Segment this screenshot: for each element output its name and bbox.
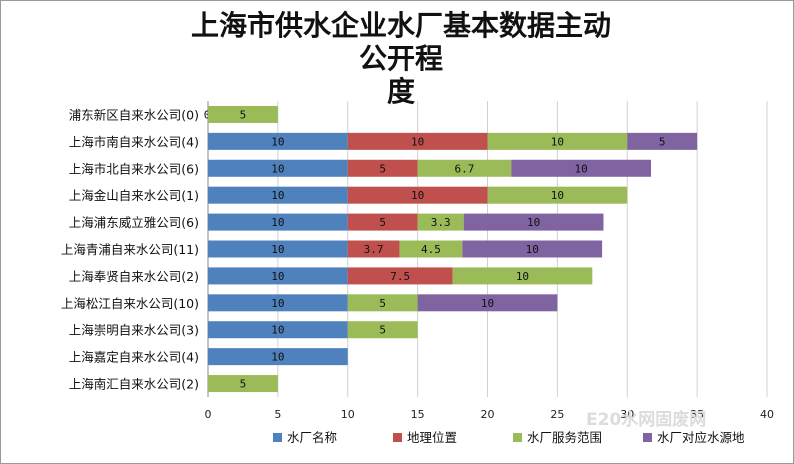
data-label: 10 bbox=[271, 189, 284, 202]
bar-segment bbox=[208, 294, 348, 312]
data-label: 10 bbox=[271, 135, 284, 148]
data-label: 5 bbox=[379, 297, 386, 310]
watermark-text: E20水网固废网 bbox=[586, 410, 707, 430]
bar-segment bbox=[347, 159, 418, 177]
category-label: 上海浦东威立雅公司(6) bbox=[69, 215, 199, 230]
x-tick-label: 10 bbox=[341, 408, 355, 421]
bar-segment bbox=[347, 294, 418, 312]
bar-segment bbox=[417, 213, 464, 231]
data-label: 5 bbox=[240, 378, 247, 391]
bar-segment bbox=[208, 105, 278, 123]
chart-title: 上海市供水企业水厂基本数据主动公开程 度 bbox=[181, 9, 621, 108]
data-label: 10 bbox=[411, 135, 424, 148]
legend-label: 地理位置 bbox=[407, 430, 457, 445]
data-label: 10 bbox=[271, 270, 284, 283]
data-label: 5 bbox=[379, 324, 386, 337]
category-label: 上海南汇自来水公司(2) bbox=[69, 377, 199, 392]
data-label: 10 bbox=[575, 162, 588, 175]
legend-swatch bbox=[513, 433, 522, 442]
bar-segment bbox=[399, 240, 463, 258]
bar-segment bbox=[452, 267, 593, 285]
data-label: 5 bbox=[659, 135, 666, 148]
bar-segment bbox=[417, 159, 512, 177]
legend-swatch bbox=[393, 433, 402, 442]
bar-segment bbox=[208, 240, 348, 258]
x-tick-label: 25 bbox=[550, 408, 564, 421]
x-tick-label: 5 bbox=[274, 408, 281, 421]
category-label: 浦东新区自来水公司(0) bbox=[69, 107, 199, 122]
legend-label: 水厂名称 bbox=[287, 430, 337, 445]
bar-segment bbox=[463, 213, 604, 231]
x-tick-label: 40 bbox=[760, 408, 774, 421]
x-tick-label: 35 bbox=[690, 408, 704, 421]
data-label: 10 bbox=[551, 189, 564, 202]
bar-segment bbox=[347, 213, 418, 231]
category-label: 上海嘉定自来水公司(4) bbox=[69, 350, 199, 365]
data-label: 10 bbox=[271, 162, 284, 175]
bar-segment bbox=[347, 321, 418, 339]
bar-segment bbox=[627, 132, 698, 150]
data-label: 10 bbox=[527, 216, 540, 229]
x-tick-label: 0 bbox=[205, 408, 212, 421]
bar-segment bbox=[511, 159, 652, 177]
legend-label: 水厂对应水源地 bbox=[657, 430, 745, 445]
bar-segment bbox=[487, 186, 628, 204]
data-label: 5 bbox=[379, 216, 386, 229]
bar-segment bbox=[417, 294, 558, 312]
x-tick-label: 30 bbox=[620, 408, 634, 421]
data-label: 10 bbox=[271, 351, 284, 364]
bar-segment bbox=[208, 348, 348, 366]
category-label: 上海奉贤自来水公司(2) bbox=[69, 269, 199, 284]
data-label: 6.7 bbox=[455, 162, 475, 175]
category-label: 上海市北自来水公司(6) bbox=[69, 161, 199, 176]
data-label: 10 bbox=[271, 216, 284, 229]
data-label: 10 bbox=[271, 243, 284, 256]
category-label: 上海松江自来水公司(10) bbox=[61, 296, 199, 311]
data-label: 10 bbox=[481, 297, 494, 310]
category-label: 上海金山自来水公司(1) bbox=[69, 188, 199, 203]
data-label: 4.5 bbox=[421, 243, 441, 256]
bar-segment bbox=[347, 240, 400, 258]
bar-segment bbox=[208, 186, 348, 204]
bar-segment bbox=[347, 186, 488, 204]
x-tick-label: 15 bbox=[411, 408, 425, 421]
bar-segment bbox=[208, 375, 278, 393]
data-label: 5 bbox=[379, 162, 386, 175]
legend-swatch bbox=[643, 433, 652, 442]
data-label: 10 bbox=[526, 243, 539, 256]
bar-segment bbox=[208, 159, 348, 177]
data-label: 5 bbox=[240, 108, 247, 121]
data-label: 7.5 bbox=[390, 270, 410, 283]
bar-segment bbox=[487, 132, 628, 150]
category-label: 上海青浦自来水公司(11) bbox=[61, 242, 199, 257]
chart-title-line-2: 度 bbox=[386, 75, 415, 108]
data-label: 10 bbox=[271, 297, 284, 310]
bar-segment bbox=[208, 132, 348, 150]
data-label: 10 bbox=[551, 135, 564, 148]
category-label: 上海崇明自来水公司(3) bbox=[69, 323, 199, 338]
bar-segment bbox=[347, 267, 453, 285]
bar-segment bbox=[462, 240, 603, 258]
data-label: 10 bbox=[411, 189, 424, 202]
bar-segment bbox=[208, 213, 348, 231]
data-label: 3.3 bbox=[431, 216, 451, 229]
data-label: 10 bbox=[516, 270, 529, 283]
chart-title-line-1: 上海市供水企业水厂基本数据主动公开程 bbox=[190, 9, 611, 75]
bar-segment bbox=[208, 267, 348, 285]
legend-label: 水厂服务范围 bbox=[527, 430, 602, 445]
bar-segment bbox=[208, 321, 348, 339]
data-label: 0 bbox=[204, 108, 211, 121]
x-tick-label: 20 bbox=[481, 408, 495, 421]
data-label: 10 bbox=[271, 324, 284, 337]
category-label: 上海市南自来水公司(4) bbox=[69, 134, 199, 149]
data-label: 3.7 bbox=[364, 243, 384, 256]
legend-swatch bbox=[273, 433, 282, 442]
bar-segment bbox=[347, 132, 488, 150]
